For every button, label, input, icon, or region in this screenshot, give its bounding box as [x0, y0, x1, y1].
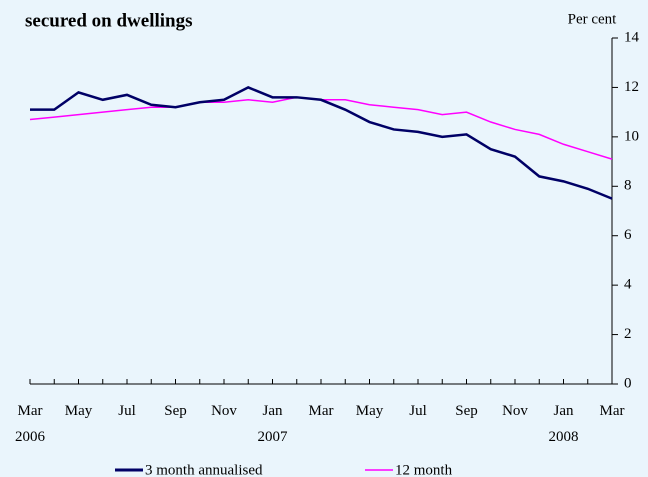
- y-axis-label: Per cent: [568, 11, 618, 27]
- x-tick-label: May: [65, 403, 93, 419]
- y-tick-label: 2: [624, 326, 632, 342]
- x-tick-label: Mar 2006: [15, 403, 46, 445]
- x-tick-label: Nov: [211, 403, 237, 419]
- y-tick-label: 4: [624, 277, 632, 293]
- x-tick-label: Jan 2008: [549, 403, 579, 445]
- y-tick-label: 8: [624, 178, 632, 194]
- y-tick-label: 12: [624, 79, 639, 95]
- x-tick-label: Nov: [502, 403, 528, 419]
- x-tick-label: May: [356, 403, 384, 419]
- y-tick-label: 6: [624, 227, 632, 243]
- x-tick-label: Sep: [455, 403, 478, 419]
- series-line: [29, 96, 613, 160]
- y-tick-label: 0: [624, 375, 632, 391]
- x-tick-label: Mar: [600, 403, 625, 419]
- x-tick-label: Jul: [118, 403, 136, 419]
- series-line: [30, 86, 613, 200]
- y-tick-label: 10: [624, 128, 639, 144]
- legend-label: 12 month: [395, 462, 453, 477]
- x-tick-label: Mar: [309, 403, 334, 419]
- x-tick-label: Jan 2007: [258, 403, 289, 445]
- legend-label: 3 month annualised: [145, 462, 263, 477]
- y-tick-label: 14: [624, 29, 640, 45]
- x-tick-label: Sep: [164, 403, 187, 419]
- x-tick-label: Jul: [409, 403, 427, 419]
- chart-title: secured on dwellings: [25, 10, 193, 31]
